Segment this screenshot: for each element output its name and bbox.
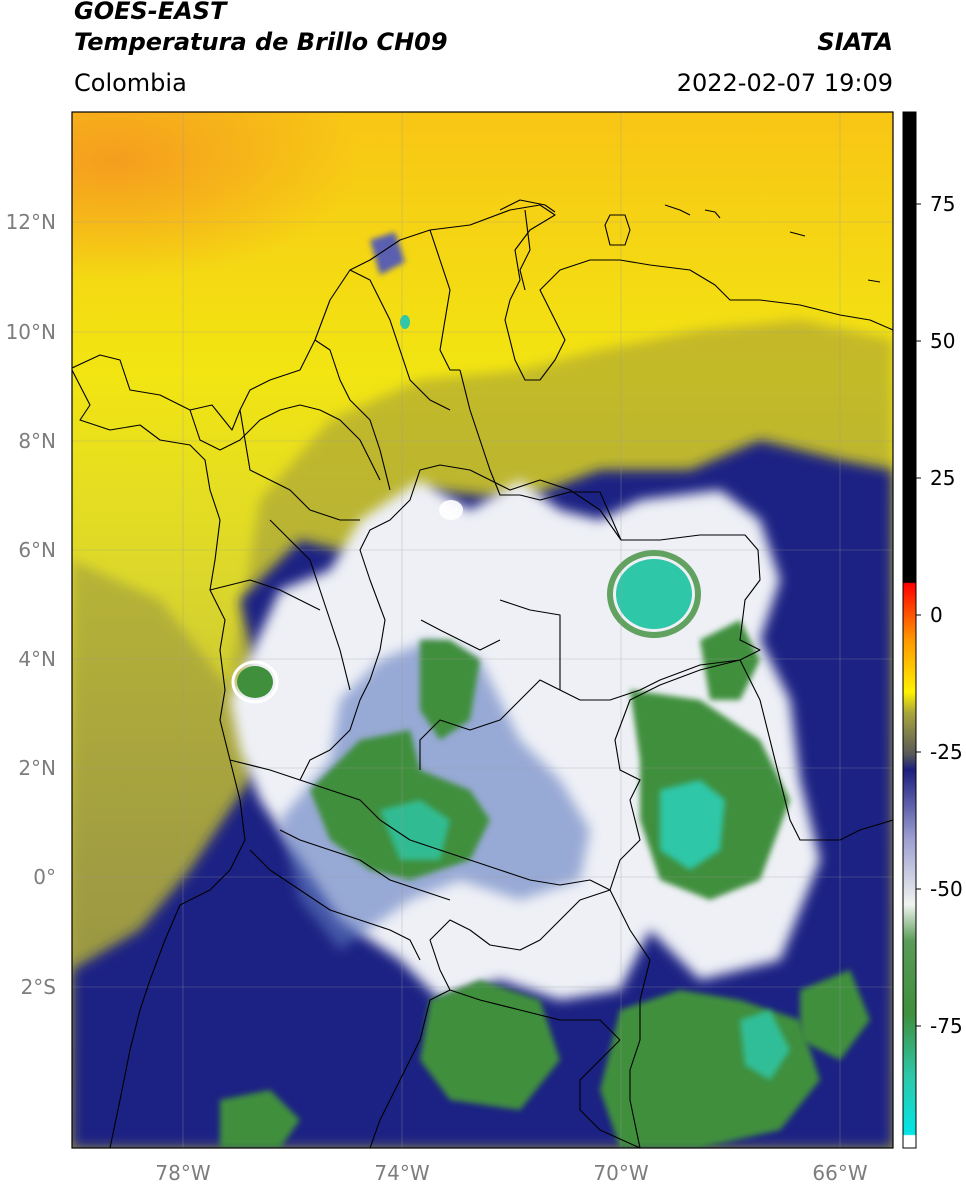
organization-label: SIATA — [817, 28, 893, 56]
lon-label: 70°W — [593, 1161, 648, 1185]
region-label: Colombia — [74, 69, 187, 97]
longitude-labels: 78°W 74°W 70°W 66°W — [155, 1161, 867, 1185]
latitude-labels: 12°N 10°N 8°N 6°N 4°N 2°N 0° 2°S — [6, 210, 56, 999]
colorbar: 75 50 25 0 -25 -50 -75 — [902, 111, 963, 1149]
colorbar-tick-label: -50 — [930, 877, 963, 901]
colorbar-tick-label: -25 — [930, 740, 963, 764]
lat-label: 10°N — [6, 320, 56, 344]
colorbar-tick-label: 50 — [930, 329, 955, 353]
lat-label: 12°N — [6, 210, 56, 234]
colorbar-tick-label: 0 — [930, 603, 943, 627]
boundary-lines — [72, 199, 893, 1148]
lat-label: 4°N — [18, 647, 56, 671]
lat-label: 2°N — [18, 756, 56, 780]
lat-label: 0° — [33, 865, 56, 889]
lat-label: 6°N — [18, 538, 56, 562]
colorbar-tick-label: -75 — [930, 1014, 963, 1038]
satellite-title: GOES-EAST — [74, 0, 227, 25]
lon-label: 66°W — [812, 1161, 867, 1185]
colorbar-tick-label: 25 — [930, 466, 955, 490]
map-frame — [71, 111, 894, 1149]
lon-label: 74°W — [374, 1161, 429, 1185]
datetime-label: 2022-02-07 19:09 — [676, 69, 893, 97]
lat-label: 8°N — [18, 429, 56, 453]
satellite-image — [72, 112, 893, 1148]
lat-label: 2°S — [21, 975, 56, 999]
colorbar-scale — [902, 111, 917, 1149]
product-title: Temperatura de Brillo CH09 — [74, 28, 448, 56]
graticule-lines — [72, 112, 893, 1148]
colorbar-tick-label: 75 — [930, 192, 955, 216]
lon-label: 78°W — [155, 1161, 210, 1185]
